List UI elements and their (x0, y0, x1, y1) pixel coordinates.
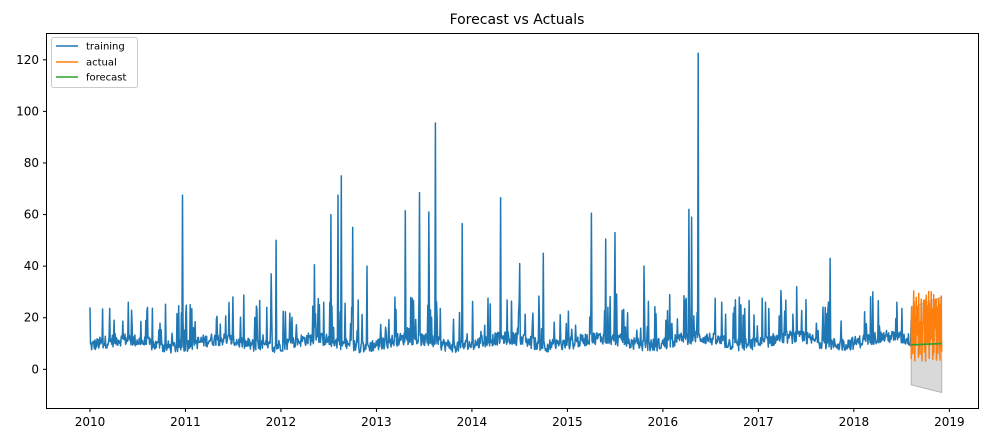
x-tick-label: 2018 (839, 415, 870, 429)
y-tick-label: 80 (24, 156, 39, 170)
x-tick-label: 2013 (361, 415, 392, 429)
x-tick-label: 2019 (934, 415, 965, 429)
legend-label-training: training (86, 42, 125, 53)
x-tick-label: 2014 (457, 415, 488, 429)
x-axis: 2010 2011 2012 2013 2014 2015 2016 2017 2018 2019 (75, 408, 965, 429)
legend-label-forecast: forecast (86, 73, 127, 84)
y-tick-label: 120 (16, 53, 39, 67)
x-tick-label: 2010 (75, 415, 106, 429)
x-tick-label: 2015 (552, 415, 583, 429)
legend-box (51, 37, 138, 88)
y-tick-label: 20 (24, 311, 39, 325)
x-tick-label: 2011 (170, 415, 201, 429)
x-tick-label: 2012 (266, 415, 297, 429)
chart-title: Forecast vs Actuals (450, 12, 585, 28)
series-line-forecast (911, 342, 942, 346)
plot-frame (46, 33, 979, 409)
y-axis: 0 20 40 60 80 100 120 (16, 53, 47, 376)
x-tick-label: 2016 (648, 415, 679, 429)
legend: training actual forecast (51, 37, 138, 88)
series-line-training (89, 52, 912, 354)
y-tick-label: 60 (24, 208, 39, 222)
series-lines (89, 52, 943, 362)
series-line-actual (910, 290, 943, 362)
y-tick-label: 40 (24, 259, 39, 273)
y-tick-label: 0 (31, 362, 39, 376)
legend-label-actual: actual (86, 58, 117, 69)
y-tick-label: 100 (16, 104, 39, 118)
x-tick-label: 2017 (743, 415, 774, 429)
